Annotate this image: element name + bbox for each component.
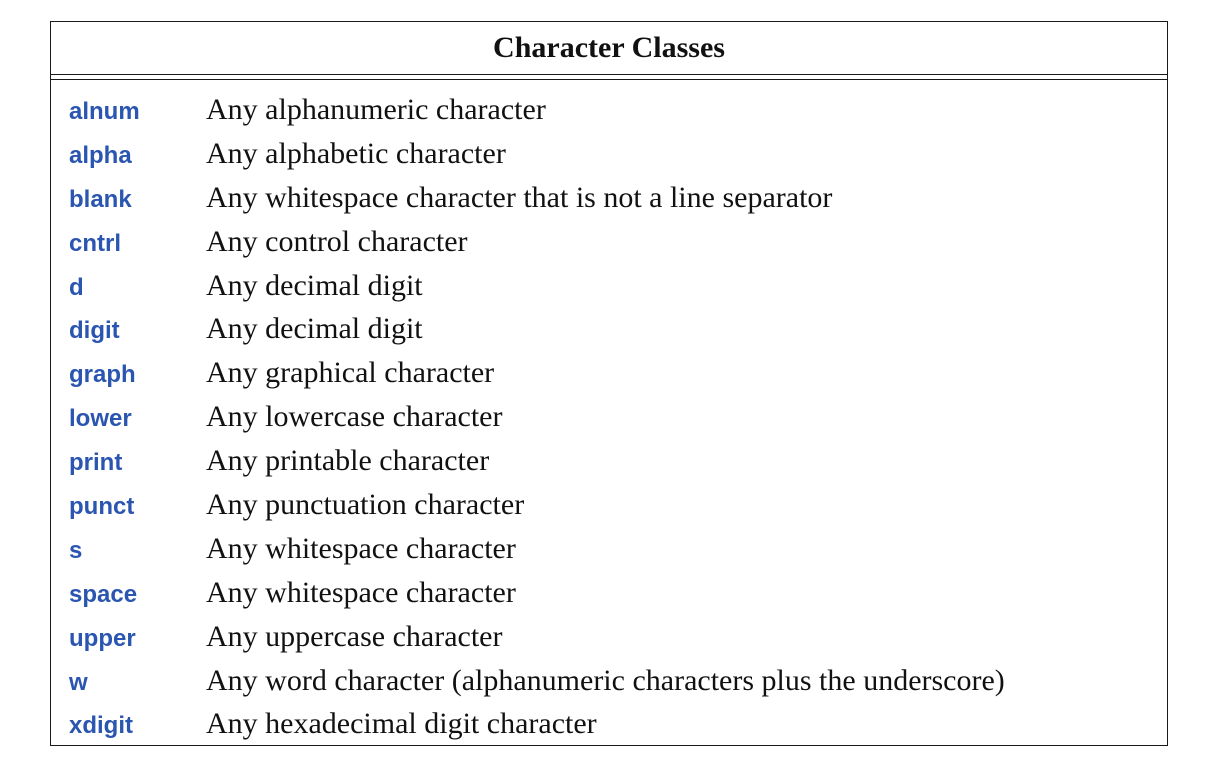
class-name: w <box>69 668 88 696</box>
table-row: d Any decimal digit <box>51 264 1167 308</box>
class-name: blank <box>69 185 132 213</box>
class-description: Any whitespace character that is not a l… <box>206 180 833 214</box>
table-row: w Any word character (alphanumeric chara… <box>51 659 1167 703</box>
class-name: s <box>69 536 83 564</box>
class-description: Any whitespace character <box>206 531 516 565</box>
table-row: punct Any punctuation character <box>51 483 1167 527</box>
class-description: Any punctuation character <box>206 488 525 522</box>
table-row: blank Any whitespace character that is n… <box>51 176 1167 220</box>
character-classes-table: Character Classes alnum Any alphanumeric… <box>50 21 1168 746</box>
table-row: s Any whitespace character <box>51 527 1167 571</box>
table-row: print Any printable character <box>51 439 1167 483</box>
class-name: space <box>69 580 138 608</box>
class-name: digit <box>69 317 120 345</box>
class-name: graph <box>69 361 136 389</box>
table-row: space Any whitespace character <box>51 571 1167 615</box>
class-name: upper <box>69 624 136 652</box>
class-description: Any lowercase character <box>206 400 503 434</box>
class-name: cntrl <box>69 229 122 257</box>
class-description: Any printable character <box>206 444 490 478</box>
class-description: Any hexadecimal digit character <box>206 707 597 741</box>
class-description: Any decimal digit <box>206 312 423 346</box>
header-double-rule <box>51 74 1167 80</box>
class-description: Any whitespace character <box>206 575 516 609</box>
class-description: Any alphanumeric character <box>206 93 546 126</box>
class-name: print <box>69 449 123 477</box>
class-description: Any alphabetic character <box>206 136 506 170</box>
table-row: digit Any decimal digit <box>51 307 1167 351</box>
table-row: alpha Any alphabetic character <box>51 132 1167 176</box>
class-name: alnum <box>69 98 140 125</box>
class-name: alpha <box>69 141 132 169</box>
class-description: Any decimal digit <box>206 268 423 302</box>
table-row: xdigit Any hexadecimal digit character <box>51 702 1167 746</box>
class-description: Any word character (alphanumeric charact… <box>206 663 1005 697</box>
class-name: lower <box>69 405 132 433</box>
table-row: lower Any lowercase character <box>51 395 1167 439</box>
table-row: upper Any uppercase character <box>51 615 1167 659</box>
class-description: Any control character <box>206 224 468 258</box>
class-description: Any uppercase character <box>206 619 503 653</box>
class-description: Any graphical character <box>206 356 495 390</box>
class-name: xdigit <box>69 712 133 740</box>
table-row: graph Any graphical character <box>51 351 1167 395</box>
table-title: Character Classes <box>493 31 725 64</box>
table-row: cntrl Any control character <box>51 220 1167 264</box>
table-row: alnum Any alphanumeric character <box>51 88 1167 132</box>
class-name: d <box>69 273 84 301</box>
class-name: punct <box>69 493 135 521</box>
table-body: alnum Any alphanumeric character alpha A… <box>51 80 1167 746</box>
